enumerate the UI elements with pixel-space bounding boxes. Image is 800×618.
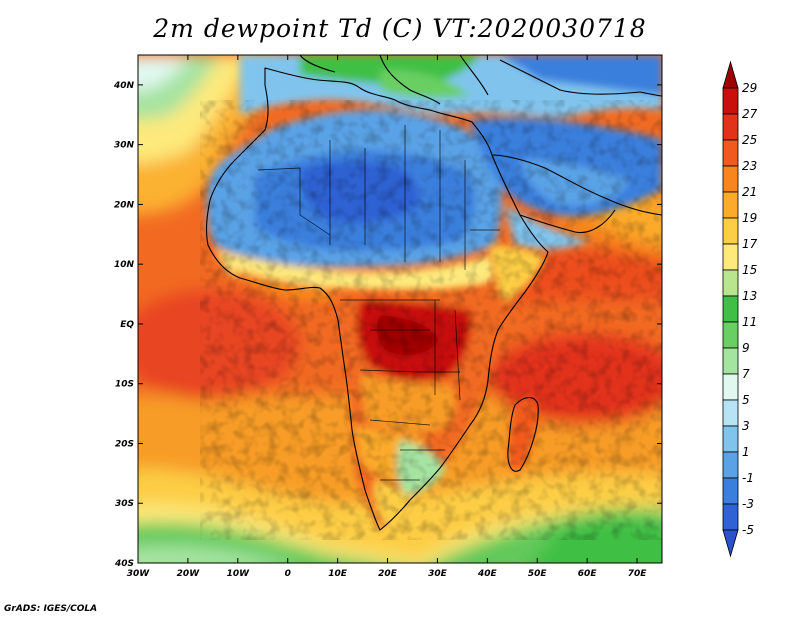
x-tick-label: 10E bbox=[328, 569, 348, 579]
colorbar-label: 17 bbox=[742, 237, 758, 251]
x-tick-label: 30W bbox=[127, 569, 151, 579]
x-tick-label: 70E bbox=[628, 569, 648, 579]
y-tick-label: 10N bbox=[114, 260, 135, 270]
colorbar-label: -1 bbox=[742, 471, 754, 485]
y-tick-label: 30N bbox=[114, 141, 135, 151]
colorbar-label: 11 bbox=[742, 315, 757, 329]
colorbar-label: 13 bbox=[742, 289, 757, 303]
colorbar-label: 9 bbox=[742, 341, 750, 355]
colorbar-label: 19 bbox=[742, 211, 757, 225]
x-tick-label: 10W bbox=[227, 569, 251, 579]
colorbar-swatch bbox=[722, 139, 739, 167]
x-tick-label: 60E bbox=[578, 569, 598, 579]
y-tick-label: 40S bbox=[114, 559, 134, 569]
y-tick-label: EQ bbox=[120, 320, 134, 330]
map-title: 2m dewpoint Td (C) VT:2020030718 bbox=[153, 14, 647, 43]
y-tick-label: 20S bbox=[115, 439, 134, 449]
colorbar-arrow-bottom bbox=[722, 529, 739, 558]
colorbar-swatch bbox=[722, 217, 739, 245]
x-axis: 30W 20W 10W 0 10E 20E 30E 40E 50E 60E 70E bbox=[127, 55, 647, 579]
country-borders bbox=[257, 125, 500, 481]
credit-text: GrADS: IGES/COLA bbox=[4, 604, 98, 614]
colorbar-swatch bbox=[722, 87, 739, 115]
map-frame bbox=[137, 54, 663, 564]
colorbar-swatch bbox=[722, 165, 739, 193]
colorbar-swatch bbox=[722, 243, 739, 271]
colorbar-label: 1 bbox=[742, 445, 750, 459]
x-tick-label: 30E bbox=[428, 569, 448, 579]
map-panel bbox=[138, 55, 662, 563]
colorbar-swatch bbox=[722, 191, 739, 219]
colorbar-arrow-top bbox=[722, 60, 739, 89]
colorbar-swatch bbox=[722, 503, 739, 531]
colorbar-swatch bbox=[722, 399, 739, 427]
colorbar-label: 25 bbox=[742, 133, 757, 147]
colorbar-label: 29 bbox=[742, 81, 757, 95]
colorbar-swatch bbox=[722, 477, 739, 505]
y-tick-label: 10S bbox=[115, 380, 134, 390]
colorbar-label: 3 bbox=[742, 419, 750, 433]
colorbar-label: -3 bbox=[742, 497, 754, 511]
x-tick-label: 50E bbox=[528, 569, 548, 579]
colorbar-swatch bbox=[722, 347, 739, 375]
x-tick-label: 20W bbox=[177, 569, 201, 579]
colorbar-swatch bbox=[722, 451, 739, 479]
colorbar-swatch bbox=[722, 321, 739, 349]
colorbar-swatch bbox=[722, 269, 739, 297]
colorbar-label: 15 bbox=[742, 263, 757, 277]
colorbar-label: 27 bbox=[742, 107, 758, 121]
coastlines bbox=[205, 55, 662, 531]
colorbar-label: 21 bbox=[742, 185, 757, 199]
colorbar-swatch bbox=[722, 425, 739, 453]
land-field bbox=[200, 55, 662, 540]
x-tick-label: 20E bbox=[378, 569, 398, 579]
x-tick-label: 0 bbox=[285, 569, 291, 579]
y-tick-label: 40N bbox=[113, 81, 135, 91]
colorbar-swatch bbox=[722, 373, 739, 401]
colorbar-label: -5 bbox=[742, 523, 754, 537]
colorbar-swatch bbox=[722, 295, 739, 323]
colorbar-label: 7 bbox=[742, 367, 750, 381]
colorbar-label: 5 bbox=[742, 393, 750, 407]
x-tick-label: 40E bbox=[477, 569, 498, 579]
y-tick-label: 20N bbox=[114, 200, 135, 210]
y-axis: 40N 30N 20N 10N EQ 10S 20S 30S 40S bbox=[113, 81, 662, 569]
colorbar-swatch bbox=[722, 113, 739, 141]
colorbar: 29 27 25 23 21 19 17 15 13 11 9 7 5 3 1 -1 -3 -5 bbox=[722, 60, 758, 558]
colorbar-label: 23 bbox=[742, 159, 757, 173]
y-tick-label: 30S bbox=[115, 499, 134, 509]
